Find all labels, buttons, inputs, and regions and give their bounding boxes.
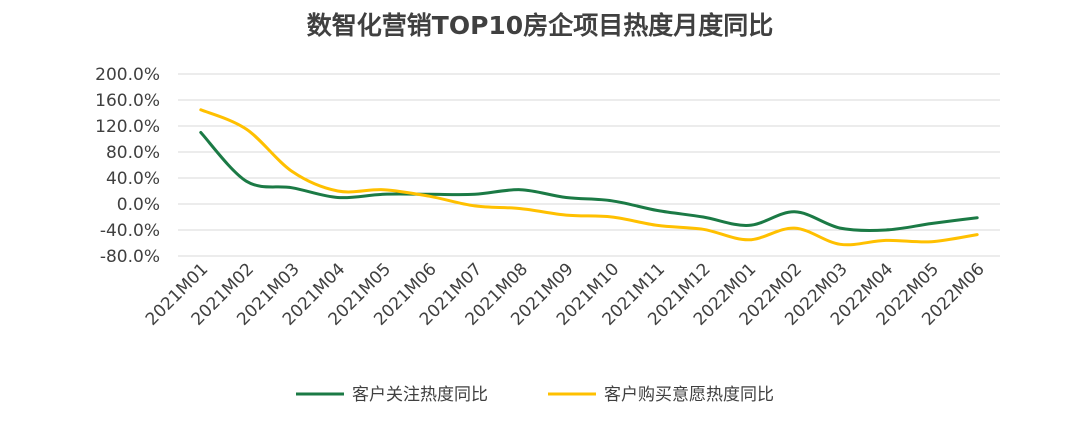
y-tick-label: -80.0% (100, 247, 160, 267)
series-lines (199, 108, 979, 247)
y-tick-label: -40.0% (100, 221, 160, 241)
y-tick-label: 80.0% (106, 143, 160, 163)
y-axis-ticks: 200.0% 160.0% 120.0% 80.0% 40.0% 0.0% -40.0% -8… (95, 65, 160, 267)
y-tick-label: 160.0% (95, 91, 160, 111)
x-axis-ticks: 2021M012021M022021M032021M042021M052021M… (142, 259, 989, 329)
legend-label: 客户关注热度同比 (352, 385, 488, 405)
y-tick-label: 0.0% (117, 195, 160, 215)
y-tick-label: 40.0% (106, 169, 160, 189)
series-line-2 (199, 108, 979, 247)
y-tick-label: 200.0% (95, 65, 160, 85)
grid-lines (178, 73, 1000, 257)
legend: 客户关注热度同比 客户购买意愿热度同比 (296, 385, 774, 405)
y-tick-label: 120.0% (95, 117, 160, 137)
legend-label: 客户购买意愿热度同比 (604, 385, 774, 405)
series-line-1 (199, 131, 979, 233)
chart-title: 数智化营销TOP10房企项目热度月度同比 (306, 11, 774, 40)
